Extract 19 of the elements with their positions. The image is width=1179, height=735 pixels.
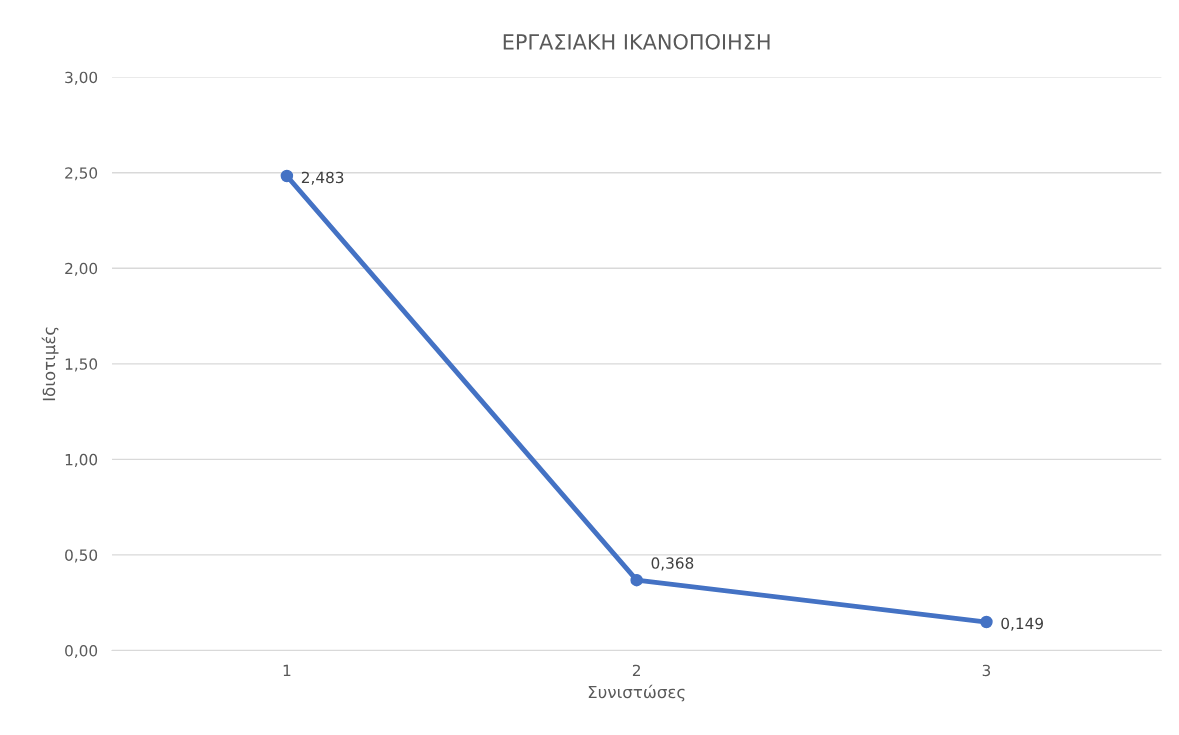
data-label: 0,149 bbox=[1001, 617, 1043, 631]
x-tick-label: 3 bbox=[982, 664, 991, 677]
y-tick-label: 2,50 bbox=[65, 167, 98, 181]
x-tick-label: 1 bbox=[283, 664, 291, 676]
data-label: 2,483 bbox=[301, 171, 344, 185]
y-tick-label: 0,50 bbox=[65, 549, 98, 563]
point bbox=[280, 169, 294, 183]
x-axis-title: Συνιστώσες bbox=[588, 684, 685, 702]
y-tick-label: 2,00 bbox=[65, 262, 98, 276]
point bbox=[980, 615, 993, 629]
data-label: 0,368 bbox=[651, 557, 694, 571]
y-tick-label: 1,50 bbox=[65, 358, 98, 372]
x-tick-label: 2 bbox=[632, 664, 640, 676]
point bbox=[630, 573, 643, 587]
y-tick-label: 0,00 bbox=[65, 644, 98, 659]
chart-title: ΕΡΓΑΣΙΑΚΗ ΙΚΑΝΟΠΟΙΗΣΗ bbox=[503, 33, 770, 50]
y-axis-title: Ιδιοτιμές bbox=[41, 327, 59, 401]
y-tick-label: 3,00 bbox=[65, 71, 98, 85]
y-tick-label: 1,00 bbox=[65, 453, 98, 467]
